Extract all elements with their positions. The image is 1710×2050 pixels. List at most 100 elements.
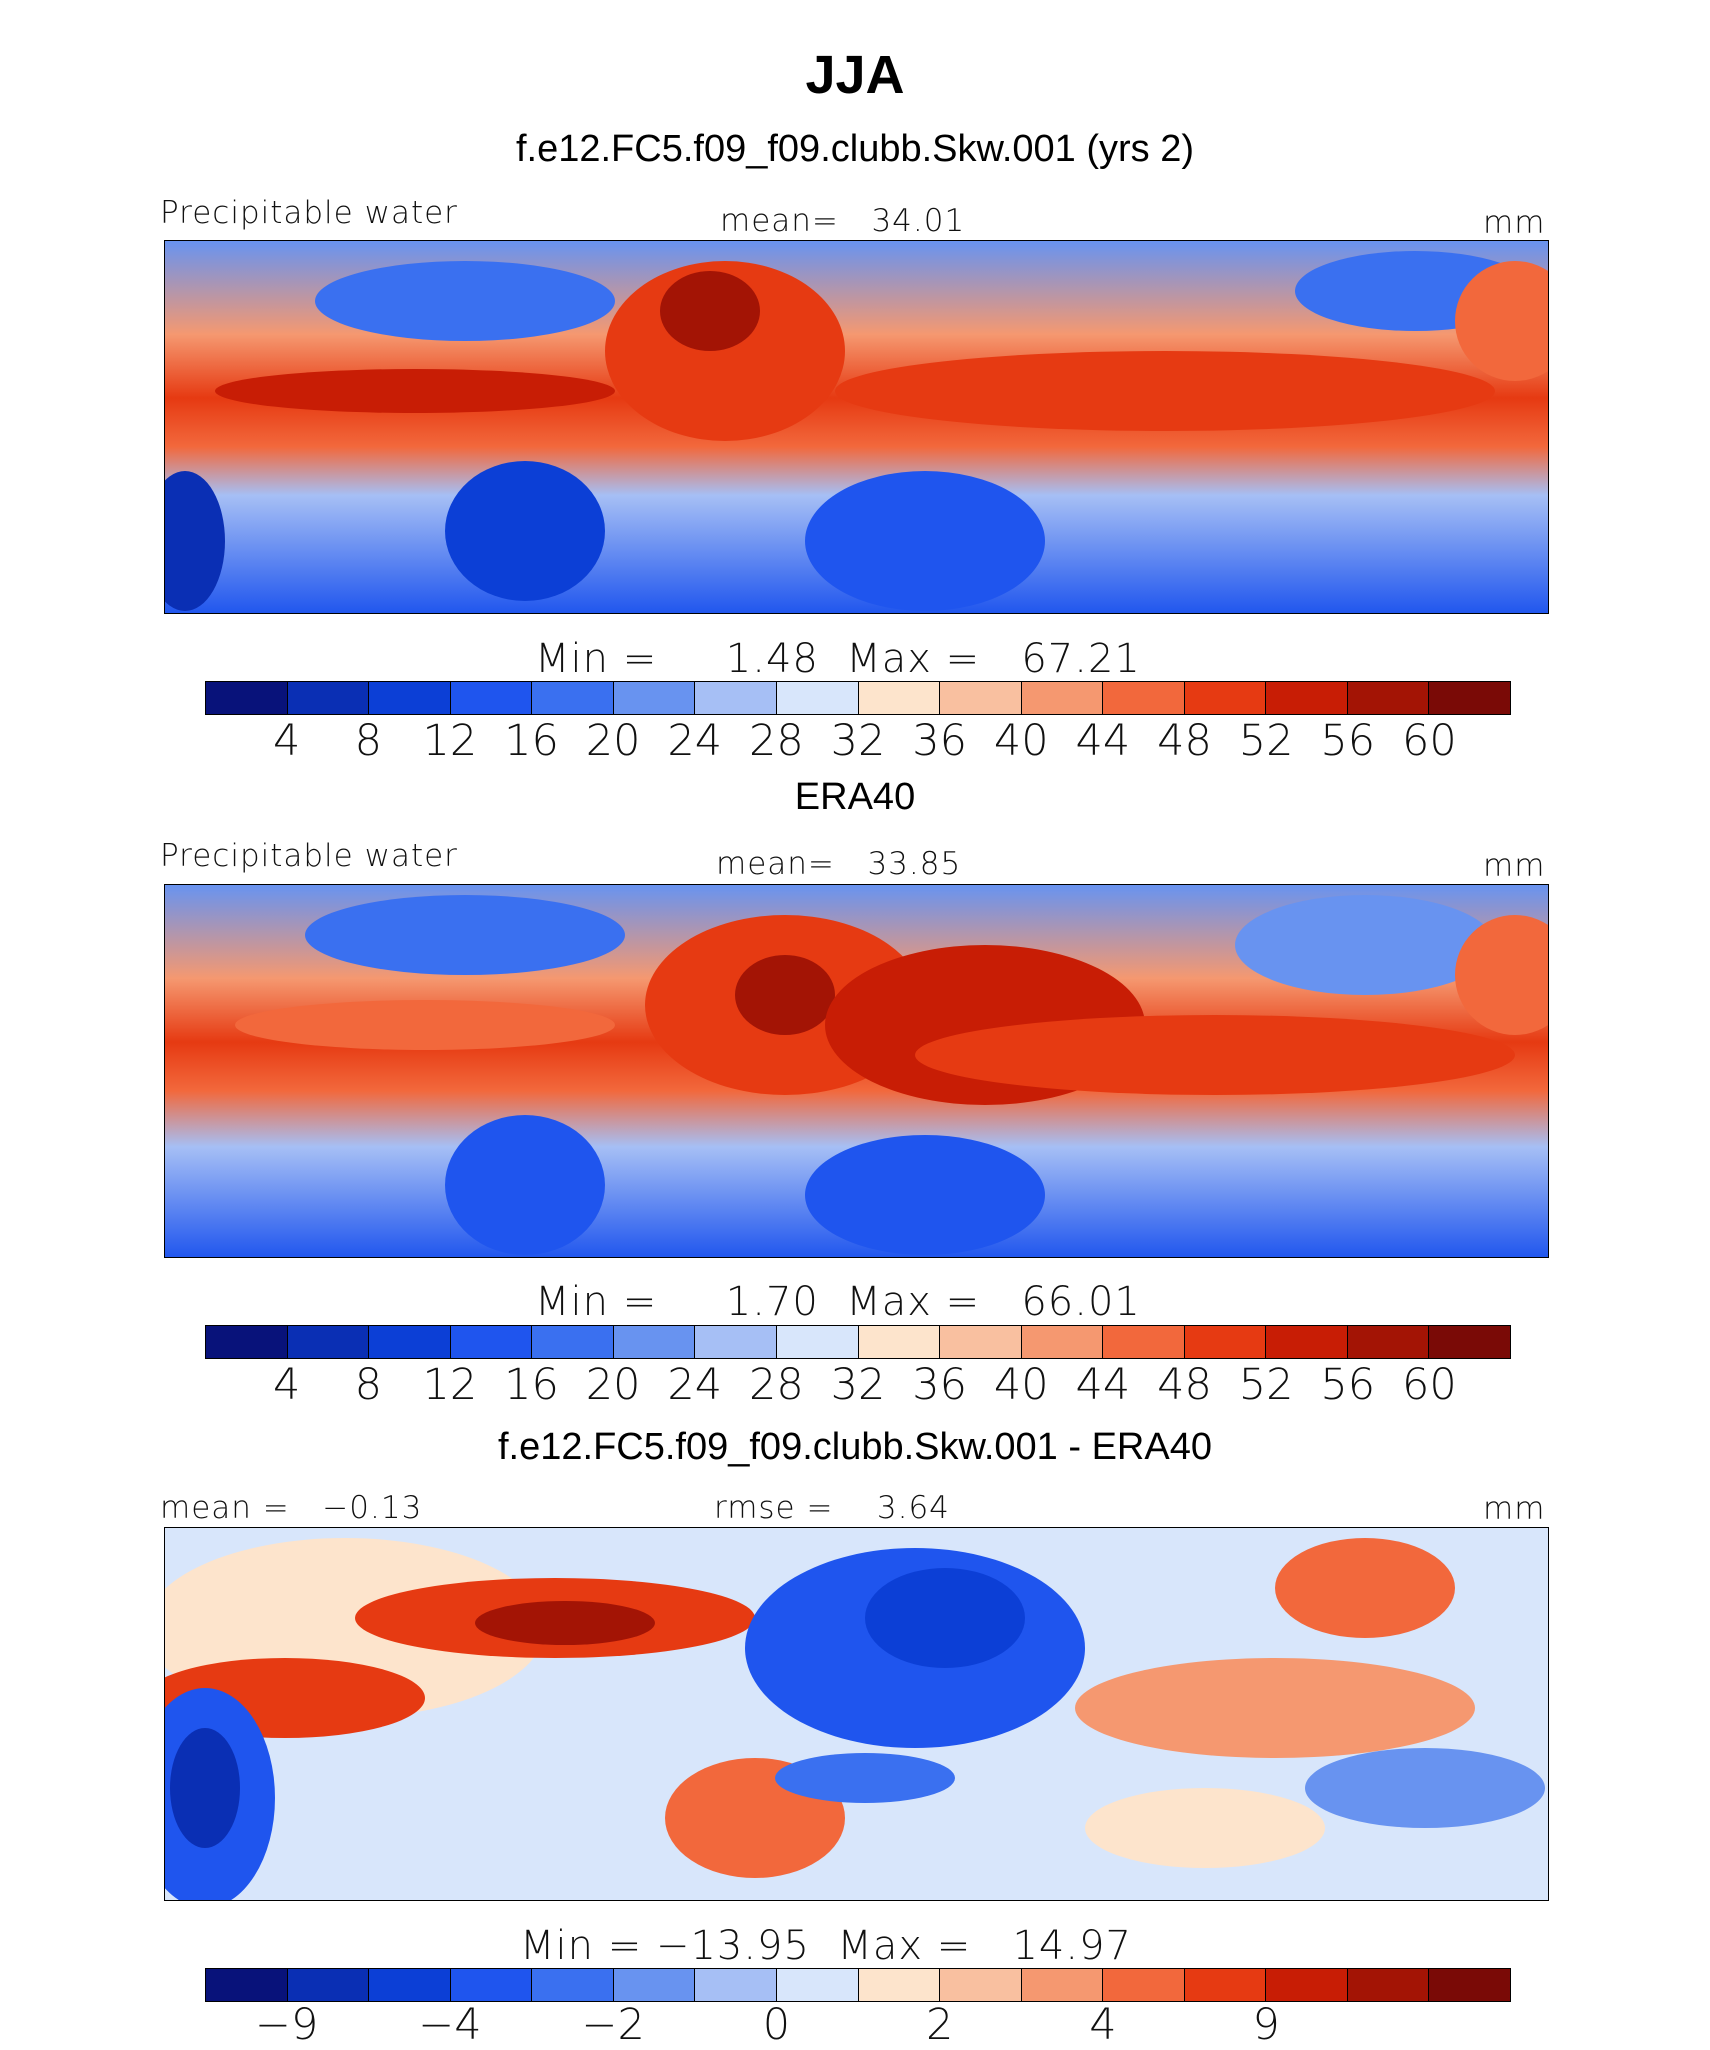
panel2-variable-label: Precipitable water	[160, 838, 458, 874]
panel1-colorbar	[205, 681, 1511, 715]
panel3-rmse-label: rmse = 3.64	[714, 1490, 950, 1526]
colorbar-tick-label: 52	[1238, 1360, 1294, 1410]
colorbar-tick-label: 12	[422, 716, 478, 766]
panel1-units-label: mm	[1483, 205, 1546, 241]
colorbar-cell	[858, 682, 941, 714]
colorbar-tick-label: 44	[1075, 1360, 1131, 1410]
panel2-colorbar-ticks: 4 8 12 16 20 24 28 32 36 40 44 48 52 56 60	[205, 1360, 1511, 1410]
panel1-field	[165, 241, 1548, 613]
colorbar-cell	[1021, 682, 1104, 714]
colorbar-tick-label: 28	[749, 1360, 804, 1410]
colorbar-cell	[450, 682, 533, 714]
colorbar-cell	[532, 1326, 614, 1358]
colorbar-tick-label: 56	[1320, 1360, 1376, 1410]
colorbar-tick-label: 60	[1402, 1360, 1457, 1410]
panel3-minmax: Min = −13.95 Max = 14.97	[520, 1923, 1132, 1969]
colorbar-tick-label: 28	[749, 716, 804, 766]
colorbar-tick-label: 32	[830, 1360, 886, 1410]
colorbar-cell	[450, 1326, 533, 1358]
colorbar-tick-label: 40	[993, 1360, 1049, 1410]
colorbar-cell	[695, 682, 777, 714]
colorbar-tick-label: 2	[925, 2000, 954, 2050]
colorbar-tick-label: 52	[1238, 716, 1294, 766]
colorbar-cell	[1266, 682, 1348, 714]
panel2-mean-label: mean= 33.85	[716, 846, 962, 882]
colorbar-tick-label: 4	[272, 716, 301, 766]
panel1-variable-label: Precipitable water	[160, 195, 458, 231]
colorbar-tick-label: 40	[993, 716, 1049, 766]
colorbar-cell	[1103, 1969, 1185, 2001]
colorbar-tick-label: 9	[1252, 2000, 1280, 2050]
colorbar-cell	[1021, 1969, 1104, 2001]
colorbar-cell	[287, 682, 370, 714]
colorbar-cell	[369, 1969, 451, 2001]
colorbar-cell	[858, 1969, 941, 2001]
colorbar-tick-label: 44	[1075, 716, 1131, 766]
colorbar-cell	[1266, 1326, 1348, 1358]
colorbar-tick-label: −2	[581, 2000, 645, 2050]
colorbar-cell	[858, 1326, 941, 1358]
panel2-units-label: mm	[1483, 848, 1546, 884]
panel1-mean-label: mean= 34.01	[720, 203, 966, 239]
colorbar-tick-label: −9	[254, 2000, 319, 2050]
colorbar-tick-label: −4	[418, 2000, 482, 2050]
colorbar-cell	[206, 682, 288, 714]
colorbar-cell	[695, 1969, 777, 2001]
colorbar-cell	[287, 1326, 370, 1358]
colorbar-cell	[1103, 1326, 1185, 1358]
colorbar-cell	[532, 682, 614, 714]
panel3-colorbar-ticks: −9 −4 −2 0 2 4 9	[205, 2000, 1511, 2050]
colorbar-cell	[613, 1969, 696, 2001]
colorbar-cell	[1429, 1969, 1510, 2001]
colorbar-cell	[206, 1326, 288, 1358]
colorbar-cell	[940, 1969, 1022, 2001]
colorbar-cell	[613, 682, 696, 714]
colorbar-tick-label: 36	[912, 716, 967, 766]
colorbar-cell	[532, 1969, 614, 2001]
colorbar-tick-label: 48	[1157, 716, 1212, 766]
panel3-title: f.e12.FC5.f09_f09.clubb.Skw.001 - ERA40	[498, 1426, 1212, 1468]
panel1-map	[164, 240, 1549, 614]
colorbar-tick-label: 24	[667, 716, 723, 766]
panel3-map	[164, 1527, 1549, 1901]
panel3-field	[165, 1528, 1548, 1900]
panel3-units-label: mm	[1483, 1491, 1546, 1527]
colorbar-cell	[1429, 1326, 1510, 1358]
colorbar-cell	[1103, 682, 1185, 714]
colorbar-tick-label: 56	[1320, 716, 1376, 766]
panel3-mean-label: mean = −0.13	[160, 1490, 423, 1526]
panel1-colorbar-ticks: 4 8 12 16 20 24 28 32 36 40 44 48 52 56 60	[205, 716, 1511, 766]
colorbar-tick-label: 16	[504, 1360, 559, 1410]
colorbar-tick-label: 16	[504, 716, 559, 766]
colorbar-tick-label: 8	[354, 716, 382, 766]
colorbar-tick-label: 20	[585, 1360, 641, 1410]
panel3-colorbar	[205, 1968, 1511, 2002]
colorbar-tick-label: 8	[354, 1360, 382, 1410]
figure-title: JJA	[805, 45, 905, 105]
colorbar-cell	[940, 682, 1022, 714]
panel1-title: f.e12.FC5.f09_f09.clubb.Skw.001 (yrs 2)	[515, 128, 1195, 170]
colorbar-tick-label: 20	[585, 716, 641, 766]
colorbar-cell	[695, 1326, 777, 1358]
colorbar-cell	[1347, 1969, 1430, 2001]
colorbar-tick-label: 24	[667, 1360, 723, 1410]
colorbar-cell	[776, 1326, 859, 1358]
colorbar-tick-label: 60	[1402, 716, 1457, 766]
colorbar-cell	[206, 1969, 288, 2001]
colorbar-cell	[1347, 682, 1430, 714]
colorbar-cell	[776, 682, 859, 714]
colorbar-cell	[1184, 1326, 1267, 1358]
colorbar-cell	[940, 1326, 1022, 1358]
colorbar-cell	[1347, 1326, 1430, 1358]
colorbar-tick-label: 4	[1089, 2000, 1117, 2050]
panel2-title: ERA40	[794, 776, 916, 818]
colorbar-cell	[613, 1326, 696, 1358]
panel2-colorbar	[205, 1325, 1511, 1359]
colorbar-tick-label: 48	[1157, 1360, 1212, 1410]
colorbar-tick-label: 32	[830, 716, 886, 766]
panel1-minmax: Min = 1.48 Max = 67.21	[535, 636, 1141, 682]
colorbar-cell	[1429, 682, 1510, 714]
colorbar-tick-label: 12	[422, 1360, 478, 1410]
colorbar-cell	[1266, 1969, 1348, 2001]
colorbar-cell	[287, 1969, 370, 2001]
